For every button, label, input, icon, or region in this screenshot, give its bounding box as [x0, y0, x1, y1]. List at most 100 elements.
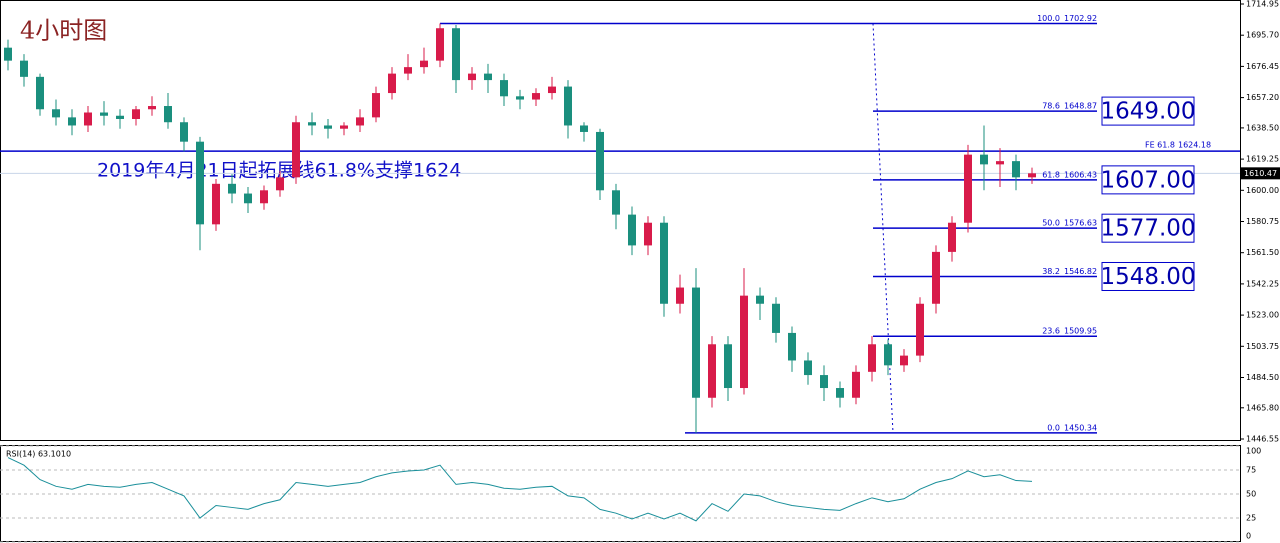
candle-body	[548, 86, 556, 94]
candle-body	[4, 47, 12, 61]
y-tick-label: 1523.00	[1246, 311, 1279, 320]
candle-body	[84, 112, 92, 126]
fib-price: 1648.87	[1064, 102, 1097, 111]
candle-body	[1028, 173, 1036, 178]
candle-body	[516, 96, 524, 100]
candle-body	[964, 154, 972, 223]
candle-body	[228, 183, 236, 194]
y-tick-label: 1638.50	[1246, 123, 1279, 132]
candle-body	[164, 106, 172, 123]
candle-body	[564, 86, 572, 126]
fib-price: 1606.43	[1064, 170, 1097, 179]
candle-body	[260, 190, 268, 204]
y-tick-label: 1484.50	[1246, 373, 1279, 382]
y-tick-label: 1465.80	[1246, 403, 1279, 412]
price-box	[1101, 261, 1195, 291]
fib-ratio: 61.8	[1042, 170, 1060, 179]
candle-body	[612, 190, 620, 215]
candle-body	[1012, 161, 1020, 178]
candle-body	[948, 222, 956, 252]
candle-body	[212, 183, 220, 225]
y-tick-label: 1714.95	[1246, 0, 1279, 9]
candle-body	[500, 80, 508, 97]
y-tick-label: 1542.25	[1246, 279, 1279, 288]
y-tick-label: 1619.25	[1246, 155, 1279, 164]
candle-body	[820, 375, 828, 389]
candle-body	[980, 154, 988, 165]
fib-ratio: 38.2	[1042, 267, 1060, 276]
y-tick-label: 1657.20	[1246, 93, 1279, 102]
price-box-label: 1607.00	[1100, 167, 1195, 193]
y-tick-label: 75	[1246, 466, 1256, 475]
candle-body	[292, 122, 300, 178]
fib-ratio: 50.0	[1042, 219, 1060, 228]
candle-body	[852, 371, 860, 398]
candle-body	[596, 131, 604, 191]
fib-price: 1702.92	[1064, 14, 1097, 23]
candle-body	[836, 388, 844, 398]
fe-price: 1624.18	[1178, 141, 1211, 150]
fib-ratio: 23.6	[1042, 327, 1060, 336]
candle-body	[340, 125, 348, 129]
candle-body	[804, 360, 812, 376]
price-box	[1101, 165, 1195, 195]
candle-body	[308, 122, 316, 126]
annotation: 2019年4月21日起拓展线61.8%支撑1624	[97, 160, 461, 182]
candle-body	[900, 355, 908, 366]
price-box-label: 1649.00	[1100, 99, 1195, 125]
candle-body	[660, 222, 668, 304]
candle-body	[996, 161, 1004, 165]
candle-body	[356, 117, 364, 126]
fib-price: 1546.82	[1064, 267, 1097, 276]
candle-body	[436, 28, 444, 61]
candle-body	[772, 303, 780, 333]
rsi-line	[7, 457, 1033, 522]
candle-body	[244, 193, 252, 204]
candle-body	[916, 303, 924, 356]
candle-body	[276, 177, 284, 191]
fib-price: 1450.34	[1064, 423, 1097, 432]
current-price-tag	[1241, 167, 1280, 180]
candle-body	[324, 125, 332, 129]
candle-body	[788, 332, 796, 361]
fib-price: 1509.95	[1064, 327, 1097, 336]
y-tick-label: 25	[1246, 514, 1256, 523]
candle-body	[484, 73, 492, 81]
candle-body	[116, 115, 124, 119]
y-tick-label: 1580.75	[1246, 217, 1279, 226]
candle-body	[628, 214, 636, 246]
candle-body	[644, 222, 652, 246]
candle-body	[756, 295, 764, 304]
candle-body	[708, 344, 716, 398]
candle-body	[724, 344, 732, 389]
price-box	[1101, 213, 1195, 243]
chart-title: 4小时图	[20, 17, 107, 45]
candle-body	[180, 122, 188, 142]
fib-price: 1576.63	[1064, 219, 1097, 228]
fib-ratio: 0.0	[1047, 423, 1060, 432]
candle-body	[452, 28, 460, 81]
candle-body	[20, 60, 28, 77]
candle-body	[100, 112, 108, 116]
price-box-label: 1577.00	[1100, 216, 1195, 242]
y-tick-label: 100	[1246, 447, 1261, 456]
y-tick-label: 1676.45	[1246, 62, 1279, 71]
candle-body	[468, 73, 476, 81]
candle-body	[388, 73, 396, 94]
y-tick-label: 50	[1246, 490, 1256, 499]
y-tick-label: 1561.50	[1246, 248, 1279, 257]
candle-body	[868, 344, 876, 372]
candle-body	[68, 117, 76, 126]
fib-ratio: 100.0	[1037, 14, 1060, 23]
candle-body	[580, 125, 588, 132]
fe-ratio: FE 61.8	[1145, 141, 1175, 150]
candle-body	[740, 295, 748, 389]
candle-body	[692, 287, 700, 398]
candle-body	[148, 106, 156, 110]
price-box-label: 1548.00	[1100, 264, 1195, 290]
price-box	[1101, 96, 1195, 126]
candle-body	[884, 344, 892, 366]
candle-body	[404, 67, 412, 74]
candle-body	[196, 141, 204, 225]
y-tick-label: 1446.55	[1246, 435, 1279, 444]
